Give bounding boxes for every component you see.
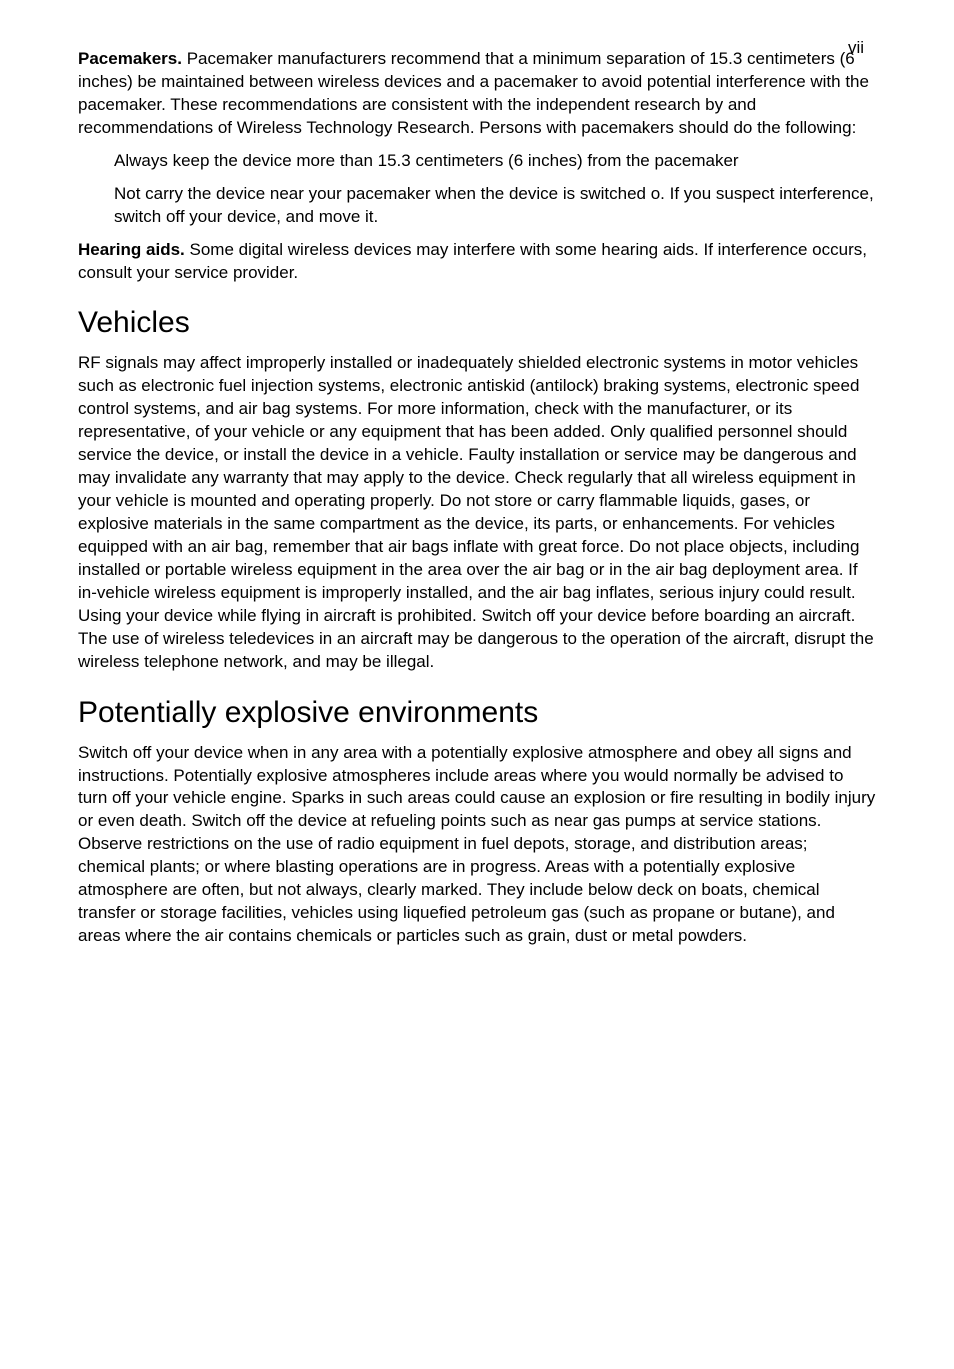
heading-explosive: Potentially explosive environments: [78, 696, 876, 730]
text-hearing: Some digital wireless devices may interf…: [78, 240, 867, 282]
paragraph-pacemakers: Pacemakers. Pacemaker manufacturers reco…: [78, 48, 876, 140]
paragraph-explosive: Switch off your device when in any area …: [78, 742, 876, 948]
heading-vehicles: Vehicles: [78, 306, 876, 340]
list-item: Always keep the device more than 15.3 ce…: [114, 150, 876, 173]
paragraph-hearing: Hearing aids. Some digital wireless devi…: [78, 239, 876, 285]
lead-pacemakers: Pacemakers.: [78, 49, 182, 68]
lead-hearing: Hearing aids.: [78, 240, 185, 259]
document-page: vii Pacemakers. Pacemaker manufacturers …: [0, 0, 954, 1369]
list-item: Not carry the device near your pacemaker…: [114, 183, 876, 229]
paragraph-vehicles: RF signals may affect improperly install…: [78, 352, 876, 673]
text-pacemakers: Pacemaker manufacturers recommend that a…: [78, 49, 869, 137]
page-number: vii: [848, 38, 864, 58]
